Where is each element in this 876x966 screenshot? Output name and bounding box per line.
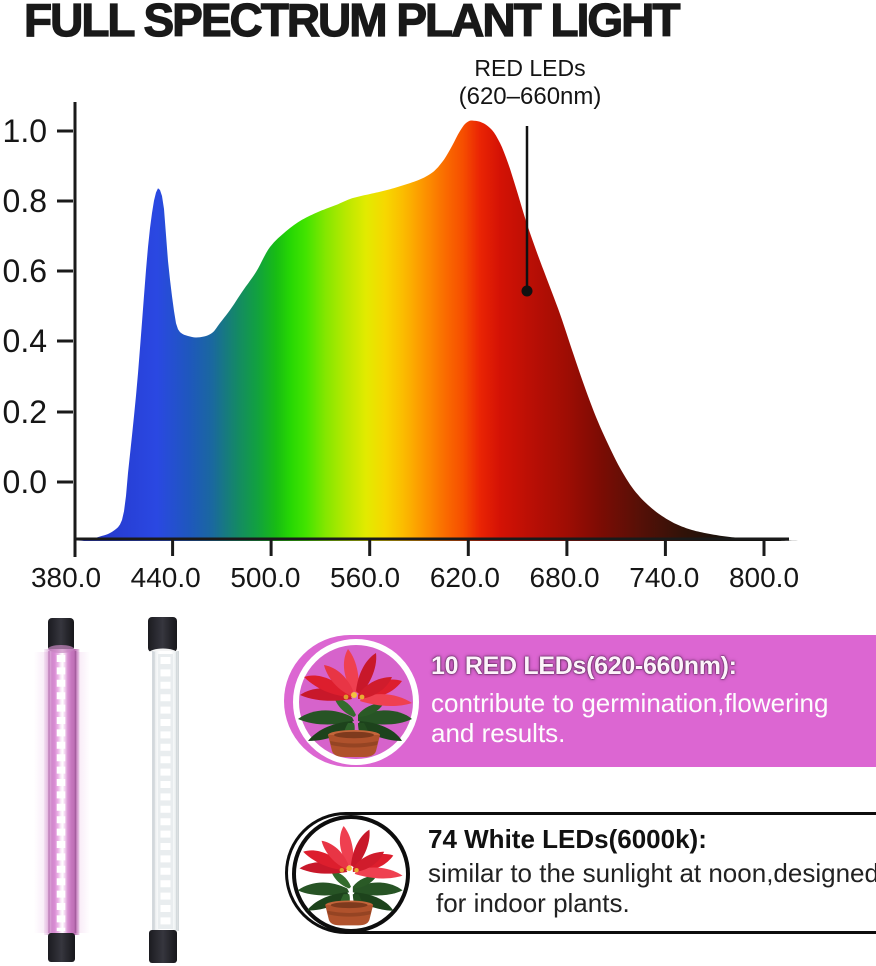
svg-text:440.0: 440.0 (131, 562, 201, 593)
svg-text:0.2: 0.2 (3, 394, 47, 430)
svg-text:740.0: 740.0 (629, 562, 699, 593)
svg-text:0.8: 0.8 (3, 183, 47, 219)
svg-text:560.0: 560.0 (330, 562, 400, 593)
svg-text:800.0: 800.0 (729, 562, 799, 593)
svg-text:0.0: 0.0 (3, 464, 47, 500)
svg-text:0.6: 0.6 (3, 253, 47, 289)
svg-text:620.0: 620.0 (430, 562, 500, 593)
svg-text:1.0: 1.0 (3, 113, 47, 149)
svg-text:0.4: 0.4 (3, 323, 47, 359)
svg-text:380.0: 380.0 (31, 562, 101, 593)
svg-text:500.0: 500.0 (230, 562, 300, 593)
svg-text:680.0: 680.0 (530, 562, 600, 593)
